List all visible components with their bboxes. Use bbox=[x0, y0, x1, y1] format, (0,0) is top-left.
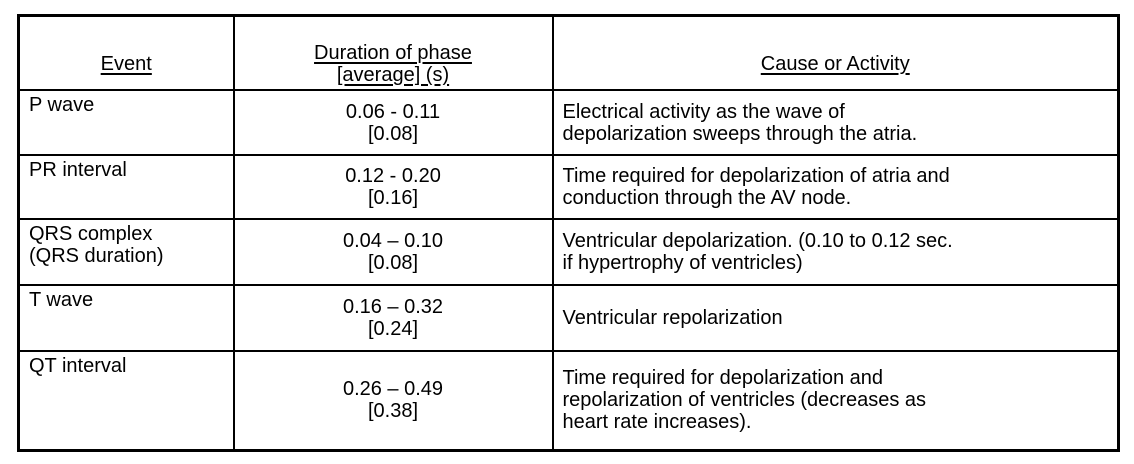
cell-event: QRS complex (QRS duration) bbox=[17, 218, 235, 286]
col-header-duration: Duration of phase [average] (s) bbox=[232, 14, 554, 91]
col-header-event-label: Event bbox=[100, 53, 152, 75]
cell-cause: Time required for depolarization of atri… bbox=[551, 154, 1120, 220]
cell-duration: 0.26 – 0.49 [0.38] bbox=[232, 350, 554, 451]
table-row-p-wave: P wave 0.06 - 0.11 [0.08] Electrical act… bbox=[17, 89, 1120, 156]
cell-cause: Time required for depolarization and rep… bbox=[551, 350, 1120, 451]
cell-event: PR interval bbox=[17, 154, 235, 220]
table-row-qrs-complex: QRS complex (QRS duration) 0.04 – 0.10 [… bbox=[17, 218, 1120, 286]
col-header-duration-label: Duration of phase [average] (s) bbox=[314, 42, 472, 86]
cell-duration: 0.16 – 0.32 [0.24] bbox=[232, 284, 554, 352]
col-header-cause-label: Cause or Activity bbox=[760, 53, 910, 75]
cell-event: P wave bbox=[17, 89, 235, 156]
cell-cause: Ventricular repolarization bbox=[551, 284, 1120, 352]
cell-duration: 0.06 - 0.11 [0.08] bbox=[232, 89, 554, 156]
cell-cause: Electrical activity as the wave of depol… bbox=[551, 89, 1120, 156]
table-row-t-wave: T wave 0.16 – 0.32 [0.24] Ventricular re… bbox=[17, 284, 1120, 352]
ecg-events-table: Event Duration of phase [average] (s) Ca… bbox=[17, 14, 1120, 452]
col-header-cause: Cause or Activity bbox=[551, 14, 1120, 91]
header-row: Event Duration of phase [average] (s) Ca… bbox=[17, 14, 1120, 91]
table-row-pr-interval: PR interval 0.12 - 0.20 [0.16] Time requ… bbox=[17, 154, 1120, 220]
cell-duration: 0.04 – 0.10 [0.08] bbox=[232, 218, 554, 286]
cell-event: QT interval bbox=[17, 350, 235, 451]
cell-duration: 0.12 - 0.20 [0.16] bbox=[232, 154, 554, 220]
col-header-event: Event bbox=[17, 14, 235, 91]
cell-cause: Ventricular depolarization. (0.10 to 0.1… bbox=[551, 218, 1120, 286]
cell-event: T wave bbox=[17, 284, 235, 352]
table-row-qt-interval: QT interval 0.26 – 0.49 [0.38] Time requ… bbox=[17, 350, 1120, 451]
